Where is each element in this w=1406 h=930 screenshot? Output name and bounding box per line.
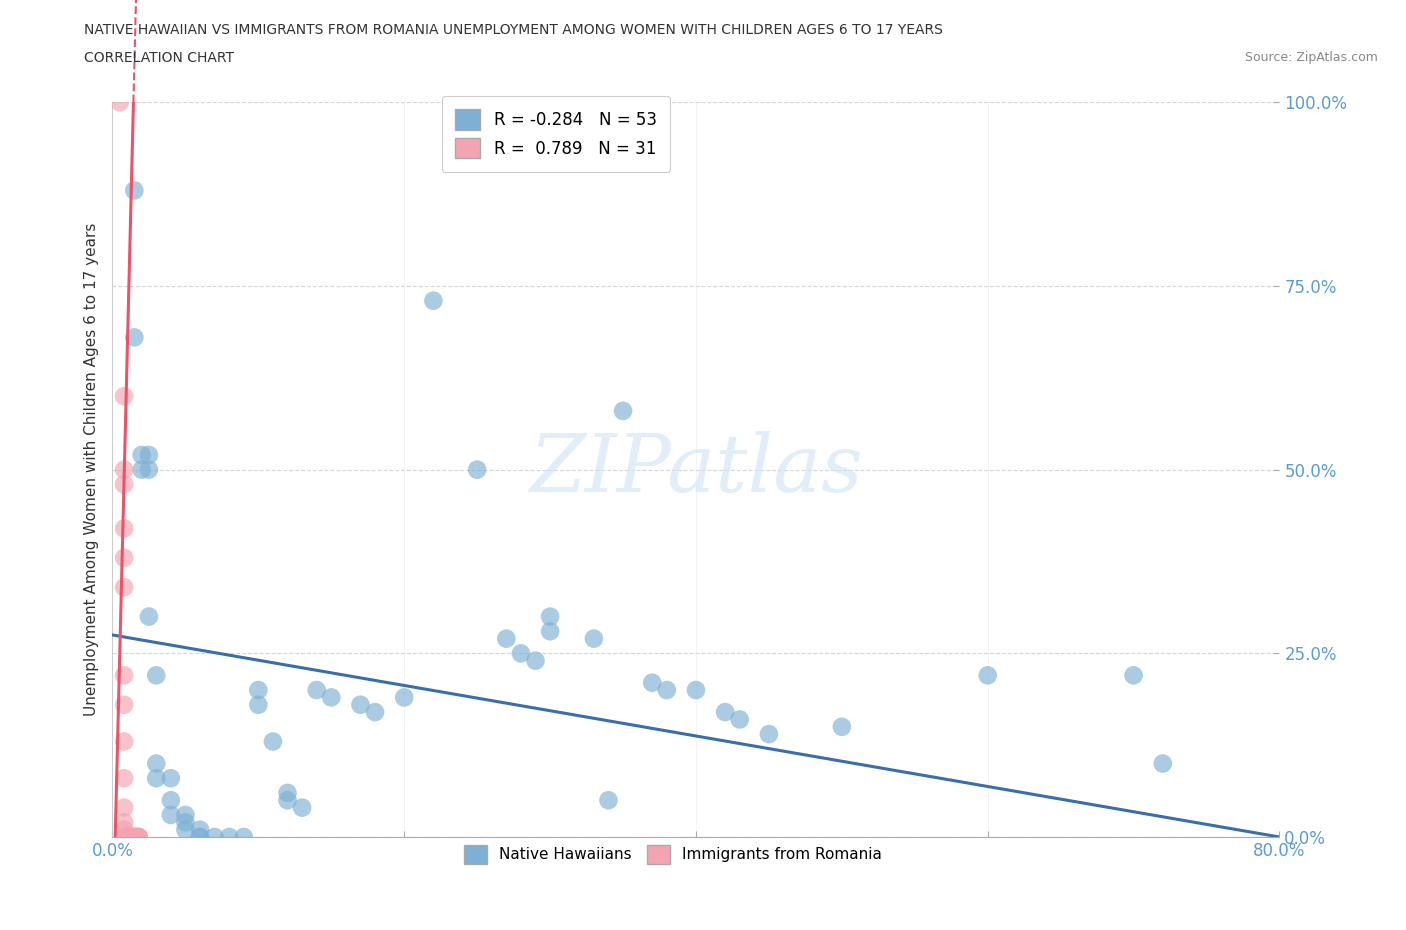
- Point: [728, 712, 751, 727]
- Point: [1122, 668, 1144, 683]
- Point: [112, 698, 135, 712]
- Point: [120, 830, 142, 844]
- Point: [145, 668, 167, 683]
- Point: [641, 675, 664, 690]
- Point: [125, 830, 148, 844]
- Point: [115, 830, 138, 844]
- Point: [124, 830, 146, 844]
- Point: [276, 786, 298, 801]
- Point: [125, 830, 148, 844]
- Point: [160, 771, 183, 786]
- Point: [145, 771, 167, 786]
- Point: [108, 95, 131, 110]
- Point: [128, 830, 150, 844]
- Point: [524, 653, 547, 668]
- Text: NATIVE HAWAIIAN VS IMMIGRANTS FROM ROMANIA UNEMPLOYMENT AMONG WOMEN WITH CHILDRE: NATIVE HAWAIIAN VS IMMIGRANTS FROM ROMAN…: [84, 23, 943, 37]
- Text: CORRELATION CHART: CORRELATION CHART: [84, 51, 235, 65]
- Point: [115, 830, 138, 844]
- Point: [218, 830, 240, 844]
- Point: [188, 830, 211, 844]
- Point: [118, 830, 141, 844]
- Point: [112, 477, 135, 492]
- Point: [124, 830, 146, 844]
- Point: [349, 698, 371, 712]
- Point: [128, 830, 150, 844]
- Point: [124, 830, 146, 844]
- Point: [128, 830, 150, 844]
- Point: [112, 815, 135, 830]
- Point: [112, 668, 135, 683]
- Point: [276, 792, 298, 807]
- Point: [124, 183, 146, 198]
- Point: [204, 830, 226, 844]
- Point: [291, 800, 314, 815]
- Point: [131, 447, 153, 462]
- Point: [538, 624, 561, 639]
- Point: [174, 807, 197, 822]
- Point: [120, 830, 142, 844]
- Point: [112, 800, 135, 815]
- Point: [1152, 756, 1174, 771]
- Point: [247, 698, 270, 712]
- Point: [174, 822, 197, 837]
- Point: [138, 447, 160, 462]
- Text: ZIPatlas: ZIPatlas: [529, 431, 863, 509]
- Point: [655, 683, 678, 698]
- Legend: Native Hawaiians, Immigrants from Romania: Native Hawaiians, Immigrants from Romani…: [457, 839, 887, 870]
- Point: [112, 830, 135, 844]
- Point: [262, 734, 284, 749]
- Point: [112, 551, 135, 565]
- Point: [394, 690, 416, 705]
- Point: [112, 771, 135, 786]
- Point: [188, 830, 211, 844]
- Point: [112, 822, 135, 837]
- Point: [305, 683, 328, 698]
- Point: [112, 389, 135, 404]
- Point: [831, 720, 853, 735]
- Point: [232, 830, 254, 844]
- Point: [112, 579, 135, 594]
- Point: [538, 609, 561, 624]
- Point: [112, 734, 135, 749]
- Point: [160, 807, 183, 822]
- Point: [364, 705, 387, 720]
- Point: [714, 705, 737, 720]
- Point: [758, 726, 780, 741]
- Point: [509, 646, 531, 661]
- Point: [112, 521, 135, 536]
- Point: [118, 830, 141, 844]
- Point: [115, 830, 138, 844]
- Point: [131, 462, 153, 477]
- Point: [321, 690, 343, 705]
- Point: [612, 404, 634, 418]
- Point: [495, 631, 517, 646]
- Point: [685, 683, 707, 698]
- Y-axis label: Unemployment Among Women with Children Ages 6 to 17 years: Unemployment Among Women with Children A…: [83, 223, 98, 716]
- Text: Source: ZipAtlas.com: Source: ZipAtlas.com: [1244, 51, 1378, 64]
- Point: [465, 462, 488, 477]
- Point: [247, 683, 270, 698]
- Point: [976, 668, 998, 683]
- Point: [422, 293, 444, 308]
- Point: [145, 756, 167, 771]
- Point: [138, 609, 160, 624]
- Point: [598, 792, 620, 807]
- Point: [188, 822, 211, 837]
- Point: [174, 815, 197, 830]
- Point: [124, 330, 146, 345]
- Point: [112, 462, 135, 477]
- Point: [160, 792, 183, 807]
- Point: [138, 462, 160, 477]
- Point: [582, 631, 605, 646]
- Point: [118, 830, 141, 844]
